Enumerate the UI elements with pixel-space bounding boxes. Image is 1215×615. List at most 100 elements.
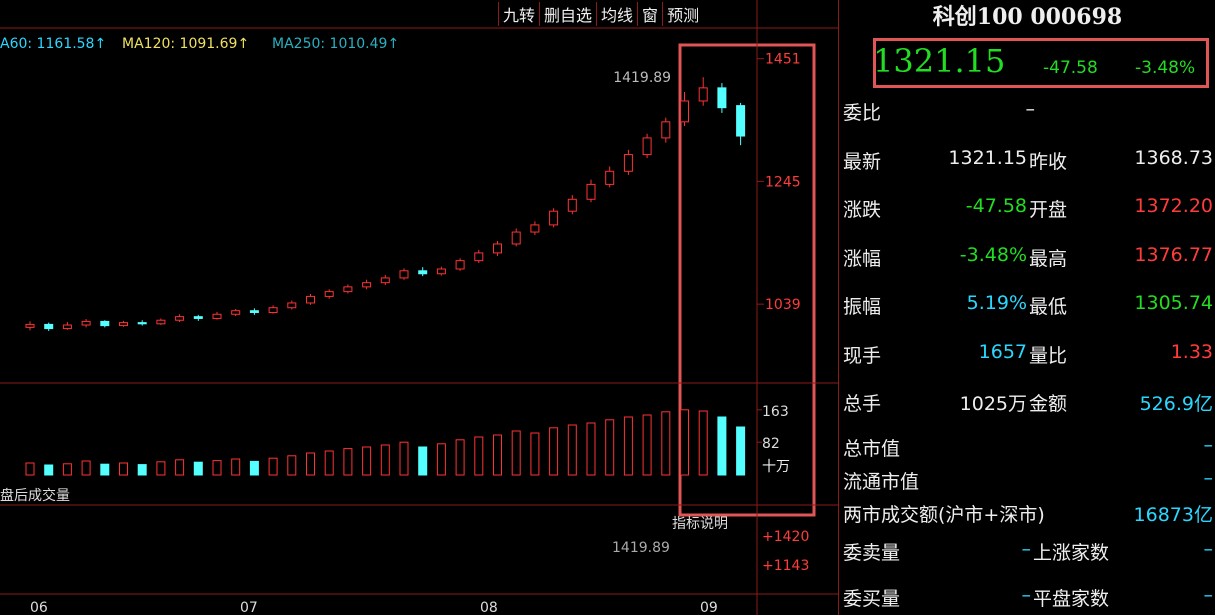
candle-body <box>567 198 577 212</box>
quote-cell: 振幅 <box>843 296 882 318</box>
toolbar-button[interactable]: 预测 <box>662 2 703 26</box>
volume-bar <box>736 426 746 476</box>
candle-body <box>119 322 128 327</box>
month-label: 06 <box>30 600 48 615</box>
quote-panel: 科创100 000698 1321.15 -47.58 -3.48% 委比 – 最新… <box>838 0 1215 615</box>
quote-cell: 平盘家数 <box>1033 588 1110 610</box>
quote-row: 涨跌 -47.58 开盘 1372.20 <box>843 195 1215 225</box>
price: 1321.15 <box>873 42 1006 80</box>
candle-body <box>306 295 315 304</box>
volume-bar <box>493 434 502 476</box>
volume-bar <box>399 441 409 476</box>
volume-bar <box>324 450 334 476</box>
quote-cell: 流通市值 <box>843 471 920 493</box>
volume-bar <box>156 461 166 476</box>
candle-body <box>399 270 409 279</box>
quote-title: 科创100 000698 <box>932 4 1123 30</box>
ma-legend: MA120: 1091.69↑ <box>122 36 249 52</box>
candle-body <box>212 313 222 319</box>
candle-body <box>680 100 689 123</box>
volume-bar <box>212 460 222 476</box>
volume-bar <box>119 462 128 476</box>
quote-cell: 委比 <box>843 102 882 124</box>
candle-body <box>493 243 502 254</box>
volume-bar <box>343 448 353 476</box>
candle-body <box>249 310 259 313</box>
volume-bar <box>455 439 465 476</box>
quote-row: 流通市值 – <box>843 467 1215 497</box>
candle-body <box>698 87 708 102</box>
y-tick-label: 1039 <box>765 297 801 313</box>
toolbar-button[interactable]: 九转 <box>498 2 539 26</box>
quote-box <box>873 38 1209 88</box>
volume-bar <box>661 411 671 476</box>
volume-bar <box>231 458 241 476</box>
y-tick-label: 1451 <box>765 52 801 68</box>
month-label: 08 <box>480 600 498 615</box>
quote-cell: – <box>1021 538 1032 560</box>
volume-bar <box>25 462 35 476</box>
quote-row: 委比 – <box>843 98 1215 128</box>
highlight <box>678 43 816 517</box>
high-label: 1419.89 <box>613 70 671 86</box>
volume-bar <box>680 409 689 476</box>
quote-row: 委卖量 – 上涨家数 – <box>843 538 1215 568</box>
quote-cell: 最高 <box>1029 247 1068 270</box>
quote-cell: 委买量 <box>843 588 901 610</box>
volume-bar <box>380 444 390 476</box>
toolbar-button[interactable]: 窗 <box>637 2 662 26</box>
volume-bar <box>249 460 259 476</box>
quote-cell: 5.19% <box>966 292 1027 314</box>
month-label: 07 <box>240 600 258 615</box>
candle-body <box>100 320 110 327</box>
quote-cell: -3.48% <box>959 243 1027 266</box>
quote-row: 振幅 5.19% 最低 1305.74 <box>843 292 1215 322</box>
candle-body <box>343 286 353 293</box>
toolbar-button[interactable]: 均线 <box>596 2 637 26</box>
candle-body <box>549 210 559 226</box>
volume-bar <box>511 430 521 476</box>
y-tick-label: 163 <box>762 404 789 420</box>
candle-body <box>362 282 372 288</box>
quote-cell: 昨收 <box>1029 150 1068 173</box>
quote-row: 两市成交额(沪市+深市) 16873亿 <box>843 500 1215 530</box>
quote-cell: 总手 <box>843 393 882 415</box>
quote-cell: – <box>1025 98 1036 120</box>
volume-bar <box>175 459 185 476</box>
volume-bar <box>623 416 633 476</box>
quote-row: 总市值 – <box>843 434 1215 464</box>
candle-body <box>380 277 390 284</box>
candle-body <box>455 260 465 270</box>
candle-body <box>511 231 521 245</box>
volume-bar <box>81 460 91 476</box>
quote-cell: 现手 <box>843 344 882 367</box>
indicator-high: 1419.89 <box>612 540 670 556</box>
change: -47.58 <box>1043 58 1098 78</box>
volume-bar <box>530 432 540 476</box>
volume-bar <box>62 463 72 476</box>
toolbar-button[interactable]: 删自选 <box>539 2 596 26</box>
quote-cell: 1305.74 <box>1134 292 1213 314</box>
volume-bar <box>436 443 446 476</box>
candle-body <box>193 316 203 319</box>
volume-bar <box>287 455 297 476</box>
volume-bar <box>362 446 372 476</box>
volume-bar <box>418 446 428 476</box>
quote-cell: -47.58 <box>965 195 1027 217</box>
candle-body <box>661 121 671 139</box>
quote-cell: 1372.20 <box>1134 195 1213 217</box>
quote-row: 涨幅 -3.48% 最高 1376.77 <box>843 244 1215 274</box>
candle-body <box>268 307 278 313</box>
quote-cell: 量比 <box>1029 344 1068 367</box>
indicator-help[interactable]: 指标说明 <box>672 516 728 532</box>
quote-cell: – <box>1203 467 1214 489</box>
volume-unit: 十万 <box>762 459 790 475</box>
y-tick-label: 82 <box>762 436 780 452</box>
candle-body <box>736 105 746 137</box>
candle-body <box>530 224 540 233</box>
quote-cell: 526.9亿 <box>1139 393 1213 415</box>
candle-body <box>175 316 185 321</box>
candle-body <box>25 323 35 328</box>
quote-row: 最新 1321.15 昨收 1368.73 <box>843 147 1215 177</box>
